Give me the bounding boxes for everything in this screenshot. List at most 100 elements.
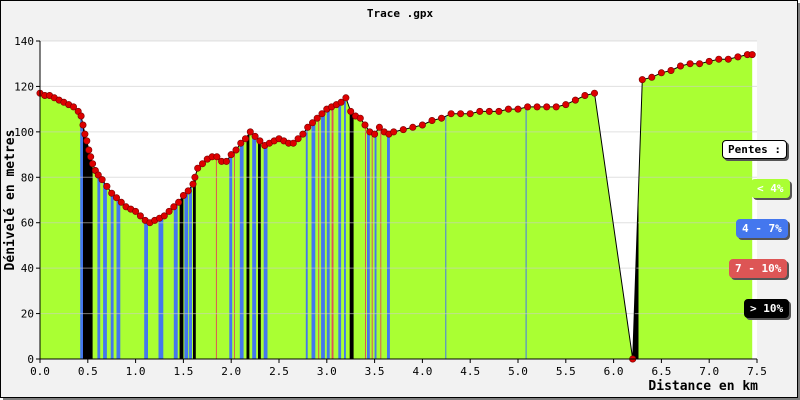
slope-stripe-34 <box>380 128 382 359</box>
data-point-31 <box>160 212 168 220</box>
slope-stripe-17 <box>246 133 250 359</box>
data-point-96 <box>543 103 551 111</box>
slope-stripe-28 <box>344 97 346 360</box>
slope-stripe-33 <box>374 131 377 359</box>
slope-stripe-18 <box>252 133 257 359</box>
slope-stripe-35 <box>387 133 390 359</box>
data-point-47 <box>232 146 240 154</box>
slope-stripe-10 <box>184 190 189 359</box>
slope-stripe-27 <box>338 102 342 360</box>
y-tick-label-3: 60 <box>21 217 34 230</box>
data-point-81 <box>399 126 407 134</box>
legend-item-lt4: < 4% <box>751 179 790 198</box>
x-tick-label-12: 6.0 <box>604 365 624 378</box>
data-point-115 <box>748 51 756 59</box>
slope-stripe-9 <box>179 195 184 359</box>
data-point-32 <box>165 207 173 215</box>
data-point-64 <box>313 114 321 122</box>
y-tick-label-0: 0 <box>27 353 34 366</box>
data-point-39 <box>194 164 202 172</box>
data-point-110 <box>705 57 713 65</box>
slope-stripe-4 <box>110 191 114 359</box>
data-point-65 <box>318 110 326 118</box>
legend-title: Pentes : <box>722 140 787 159</box>
data-point-74 <box>361 121 369 129</box>
legend-item-4-7: 4 - 7% <box>736 219 788 238</box>
slope-stripe-1 <box>83 125 93 359</box>
data-point-9 <box>77 112 85 120</box>
x-tick-label-8: 4.0 <box>412 365 432 378</box>
data-point-13 <box>85 146 93 154</box>
data-point-76 <box>371 130 379 138</box>
data-point-21 <box>113 194 121 202</box>
data-point-71 <box>347 107 355 115</box>
data-point-95 <box>533 103 541 111</box>
data-point-104 <box>648 73 656 81</box>
data-point-106 <box>667 67 675 75</box>
x-tick-label-13: 6.5 <box>651 365 671 378</box>
data-point-63 <box>308 119 316 127</box>
data-point-11 <box>81 130 89 138</box>
data-point-52 <box>256 137 264 145</box>
slope-stripe-13 <box>215 156 217 359</box>
data-point-86 <box>447 110 455 118</box>
data-point-101 <box>590 89 598 97</box>
slope-stripe-7 <box>158 216 164 359</box>
y-tick-label-1: 20 <box>21 308 34 321</box>
data-point-70 <box>342 94 350 102</box>
y-tick-label-7: 140 <box>14 35 34 48</box>
slope-stripe-2 <box>97 173 101 359</box>
slope-stripe-37 <box>525 107 527 359</box>
x-tick-label-9: 4.5 <box>460 365 480 378</box>
slope-stripe-0 <box>80 114 83 360</box>
slope-stripe-8 <box>173 203 178 359</box>
slope-stripe-19 <box>258 139 261 359</box>
slope-stripe-12 <box>193 174 196 359</box>
data-point-12 <box>83 137 91 145</box>
data-point-35 <box>179 192 187 200</box>
data-point-84 <box>428 117 436 125</box>
data-point-109 <box>696 60 704 68</box>
data-point-46 <box>227 151 235 159</box>
slope-stripe-26 <box>331 106 334 359</box>
data-point-61 <box>299 130 307 138</box>
data-point-100 <box>581 92 589 100</box>
data-point-105 <box>657 69 665 77</box>
x-tick-label-7: 3.5 <box>365 365 385 378</box>
data-point-107 <box>676 62 684 70</box>
data-point-90 <box>485 107 493 115</box>
data-point-91 <box>495 107 503 115</box>
slope-stripe-29 <box>349 108 354 359</box>
data-point-73 <box>356 114 364 122</box>
x-tick-label-1: 0.5 <box>78 365 98 378</box>
x-tick-label-11: 5.5 <box>556 365 576 378</box>
data-point-80 <box>390 128 398 136</box>
data-point-60 <box>294 135 302 143</box>
x-tick-label-3: 1.5 <box>173 365 193 378</box>
data-point-103 <box>638 76 646 84</box>
legend-item-7-10: 7 - 10% <box>729 259 788 278</box>
slope-stripe-30 <box>365 125 366 359</box>
slope-stripe-15 <box>234 150 235 359</box>
slope-stripe-5 <box>116 197 121 359</box>
data-point-77 <box>375 123 383 131</box>
data-point-97 <box>552 103 560 111</box>
slope-stripe-6 <box>144 219 148 359</box>
x-tick-label-6: 3.0 <box>317 365 337 378</box>
data-point-33 <box>170 203 178 211</box>
data-point-20 <box>108 189 116 197</box>
slope-stripe-14 <box>229 153 233 359</box>
data-point-19 <box>103 182 111 190</box>
data-point-22 <box>117 198 125 206</box>
y-tick-label-5: 100 <box>14 126 34 139</box>
data-point-94 <box>524 103 532 111</box>
data-point-15 <box>89 160 97 168</box>
data-point-34 <box>175 198 183 206</box>
data-point-88 <box>466 110 474 118</box>
slope-stripe-22 <box>311 120 316 359</box>
data-point-36 <box>184 187 192 195</box>
x-axis-label: Distance en km <box>648 379 758 394</box>
data-point-37 <box>189 180 197 188</box>
data-point-25 <box>132 207 140 215</box>
data-point-82 <box>409 123 417 131</box>
